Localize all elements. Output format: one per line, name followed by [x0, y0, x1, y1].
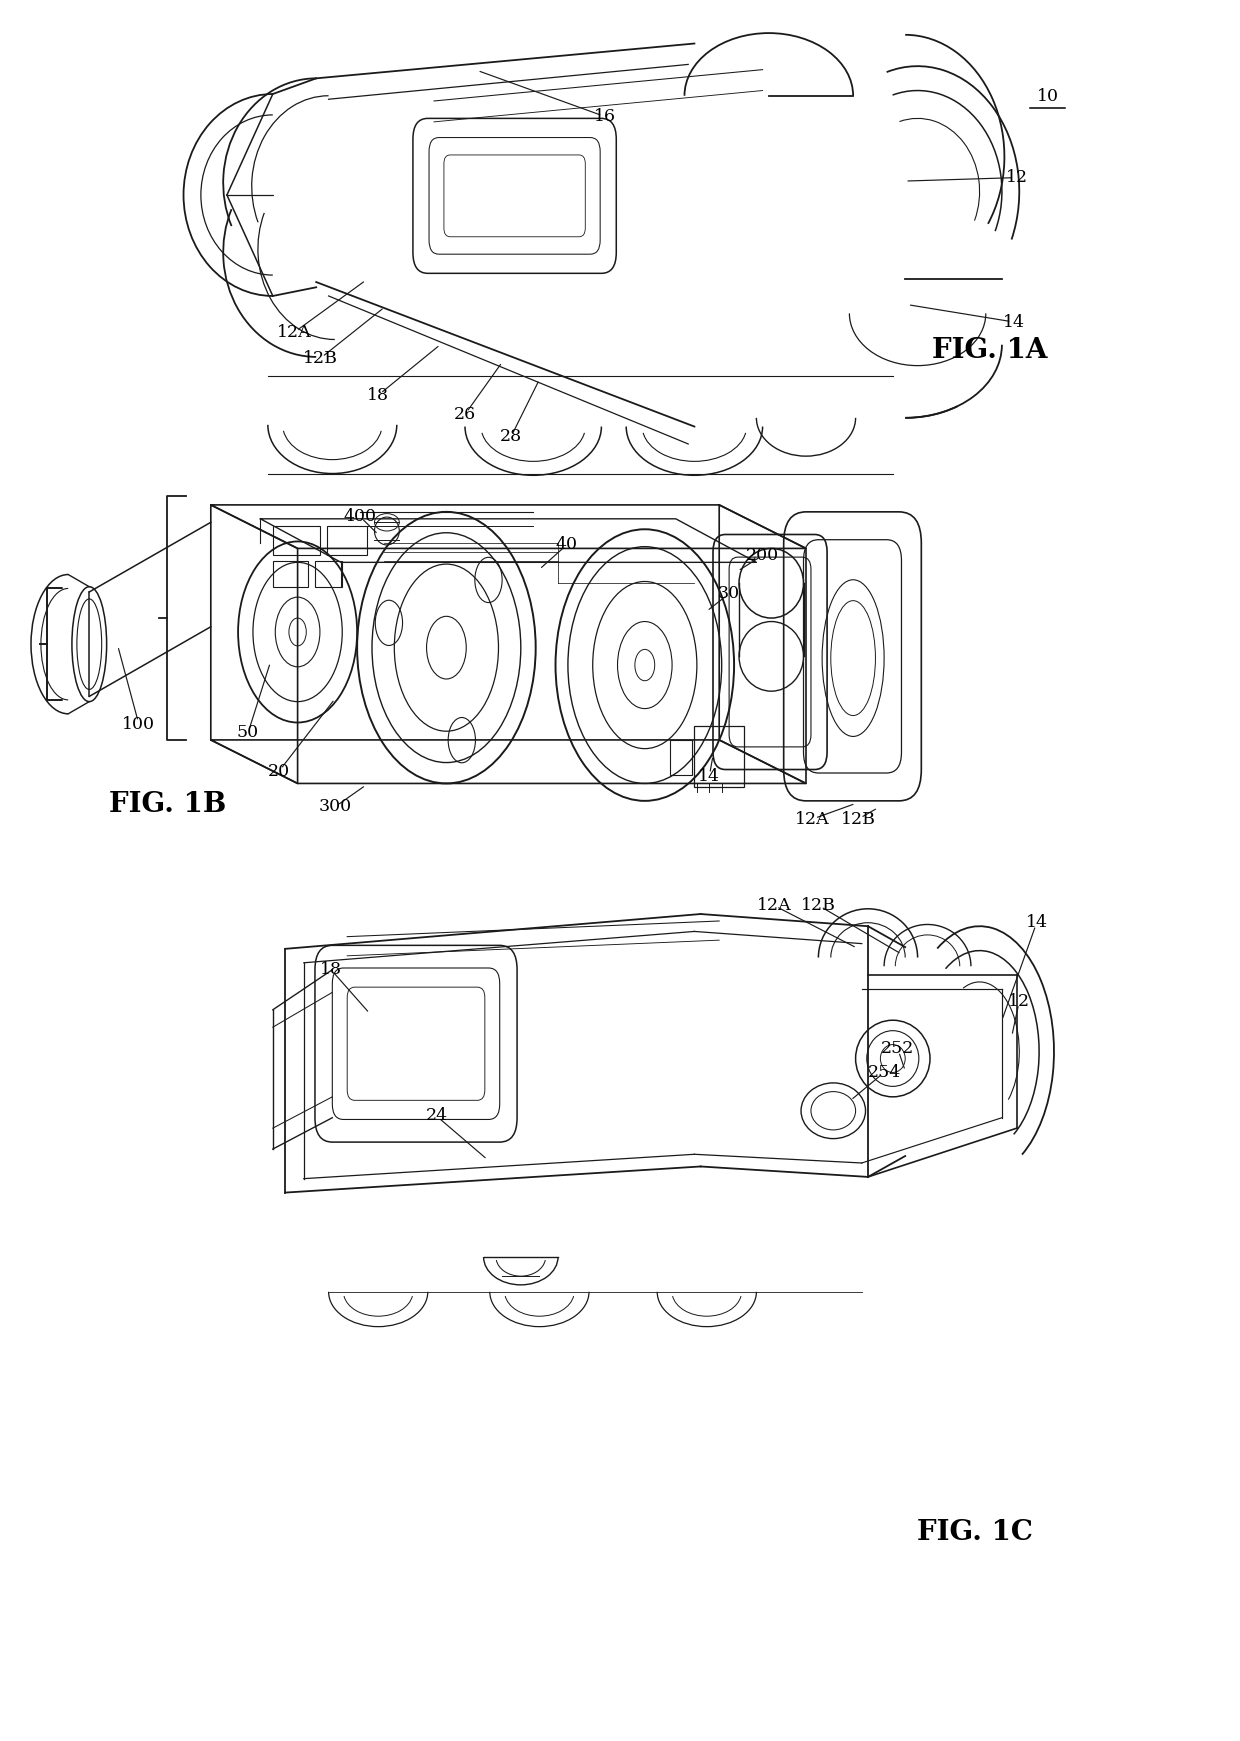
Text: FIG. 1B: FIG. 1B: [109, 790, 226, 818]
Text: 20: 20: [268, 763, 290, 780]
Text: 14: 14: [1003, 313, 1025, 331]
Text: 100: 100: [123, 716, 155, 733]
Text: 12B: 12B: [841, 811, 875, 827]
Text: 14: 14: [1025, 914, 1048, 931]
Text: 50: 50: [237, 724, 259, 742]
Text: 18: 18: [320, 961, 342, 978]
Text: 14: 14: [698, 768, 720, 785]
Text: 24: 24: [425, 1107, 448, 1125]
Text: 18: 18: [367, 387, 389, 404]
Text: 12: 12: [1006, 169, 1028, 186]
Text: 12B: 12B: [801, 897, 836, 914]
Text: 400: 400: [343, 508, 376, 524]
Text: 12A: 12A: [795, 811, 830, 827]
Text: 16: 16: [594, 108, 616, 125]
Text: 40: 40: [556, 536, 578, 554]
Text: 10: 10: [1037, 89, 1059, 104]
Text: 26: 26: [454, 406, 476, 423]
Text: 12A: 12A: [756, 897, 791, 914]
Text: FIG. 1C: FIG. 1C: [916, 1520, 1033, 1546]
Text: 254: 254: [868, 1064, 900, 1081]
Text: 12B: 12B: [303, 350, 337, 367]
Text: FIG. 1A: FIG. 1A: [931, 338, 1048, 364]
Text: 200: 200: [746, 547, 779, 564]
Text: 252: 252: [882, 1041, 914, 1057]
Text: 12: 12: [1008, 992, 1030, 1010]
Text: 12A: 12A: [277, 324, 311, 341]
Text: 28: 28: [500, 428, 522, 446]
Text: 300: 300: [319, 799, 351, 815]
Text: 30: 30: [718, 585, 740, 602]
